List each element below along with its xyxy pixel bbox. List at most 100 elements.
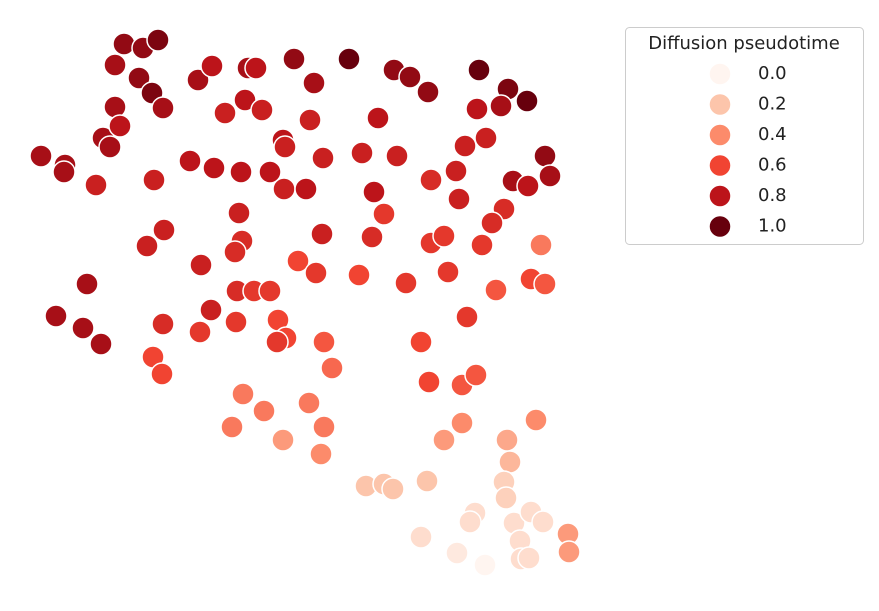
point xyxy=(484,278,508,302)
point xyxy=(362,180,386,204)
point xyxy=(227,201,251,225)
point xyxy=(282,47,306,71)
point xyxy=(223,240,247,264)
point xyxy=(494,486,518,510)
point xyxy=(71,316,95,340)
point xyxy=(409,525,433,549)
point xyxy=(150,362,174,386)
point xyxy=(89,332,113,356)
point xyxy=(385,144,409,168)
point xyxy=(347,263,371,287)
point xyxy=(213,101,237,125)
point xyxy=(458,510,482,534)
point xyxy=(112,32,136,56)
point xyxy=(557,540,581,564)
point xyxy=(231,382,255,406)
point xyxy=(415,469,439,493)
point xyxy=(445,541,469,565)
point xyxy=(419,168,443,192)
point xyxy=(480,211,504,235)
point xyxy=(337,47,361,71)
point xyxy=(229,160,253,184)
point xyxy=(178,149,202,173)
point xyxy=(524,408,548,432)
point xyxy=(489,94,513,118)
point xyxy=(304,261,328,285)
point xyxy=(52,160,76,184)
point xyxy=(474,126,498,150)
legend-marker xyxy=(708,123,732,147)
legend-label: 0.6 xyxy=(758,155,787,176)
point xyxy=(416,80,440,104)
point xyxy=(432,224,456,248)
point xyxy=(273,135,297,159)
point xyxy=(152,218,176,242)
point xyxy=(103,53,127,77)
point xyxy=(224,310,248,334)
point xyxy=(142,168,166,192)
legend-marker xyxy=(708,153,732,178)
point xyxy=(398,65,422,89)
point xyxy=(447,187,471,211)
point xyxy=(271,428,295,452)
point xyxy=(529,233,553,257)
point xyxy=(432,428,456,452)
point xyxy=(108,114,132,138)
point xyxy=(531,510,555,534)
point xyxy=(265,330,289,354)
point xyxy=(220,415,244,439)
point xyxy=(381,477,405,501)
point xyxy=(464,363,488,387)
legend-marker xyxy=(708,92,732,117)
point xyxy=(312,330,336,354)
point xyxy=(127,66,151,90)
point xyxy=(84,173,108,197)
legend-label: 0.4 xyxy=(758,124,787,145)
point xyxy=(98,135,122,159)
point xyxy=(309,442,333,466)
legend-title: Diffusion pseudotime xyxy=(648,33,840,54)
point xyxy=(533,272,557,296)
point xyxy=(250,98,274,122)
point xyxy=(258,279,282,303)
legend-label: 1.0 xyxy=(758,216,787,237)
point xyxy=(272,177,296,201)
point xyxy=(350,141,374,165)
point xyxy=(517,546,541,570)
point xyxy=(467,58,491,82)
point xyxy=(417,370,441,394)
point xyxy=(533,144,557,168)
point xyxy=(188,320,212,344)
point xyxy=(311,146,335,170)
point xyxy=(453,134,477,158)
point xyxy=(455,305,479,329)
point xyxy=(189,253,213,277)
point xyxy=(202,156,226,180)
point xyxy=(297,391,321,415)
point xyxy=(470,233,494,257)
point xyxy=(366,106,390,130)
point xyxy=(302,71,326,95)
point xyxy=(538,164,562,188)
legend-box xyxy=(625,27,864,245)
point xyxy=(498,450,522,474)
point xyxy=(286,249,310,273)
legend-label: 0.0 xyxy=(758,63,787,84)
point xyxy=(151,312,175,336)
point xyxy=(294,177,318,201)
point xyxy=(298,108,322,132)
point xyxy=(199,298,223,322)
point xyxy=(75,272,99,296)
point xyxy=(310,222,334,246)
point xyxy=(29,144,53,168)
point xyxy=(186,68,210,92)
point xyxy=(450,411,474,435)
point xyxy=(252,399,276,423)
point xyxy=(244,56,268,80)
point xyxy=(495,428,519,452)
legend-marker xyxy=(708,62,732,86)
point xyxy=(151,96,175,120)
point xyxy=(44,304,68,328)
point xyxy=(320,356,344,380)
